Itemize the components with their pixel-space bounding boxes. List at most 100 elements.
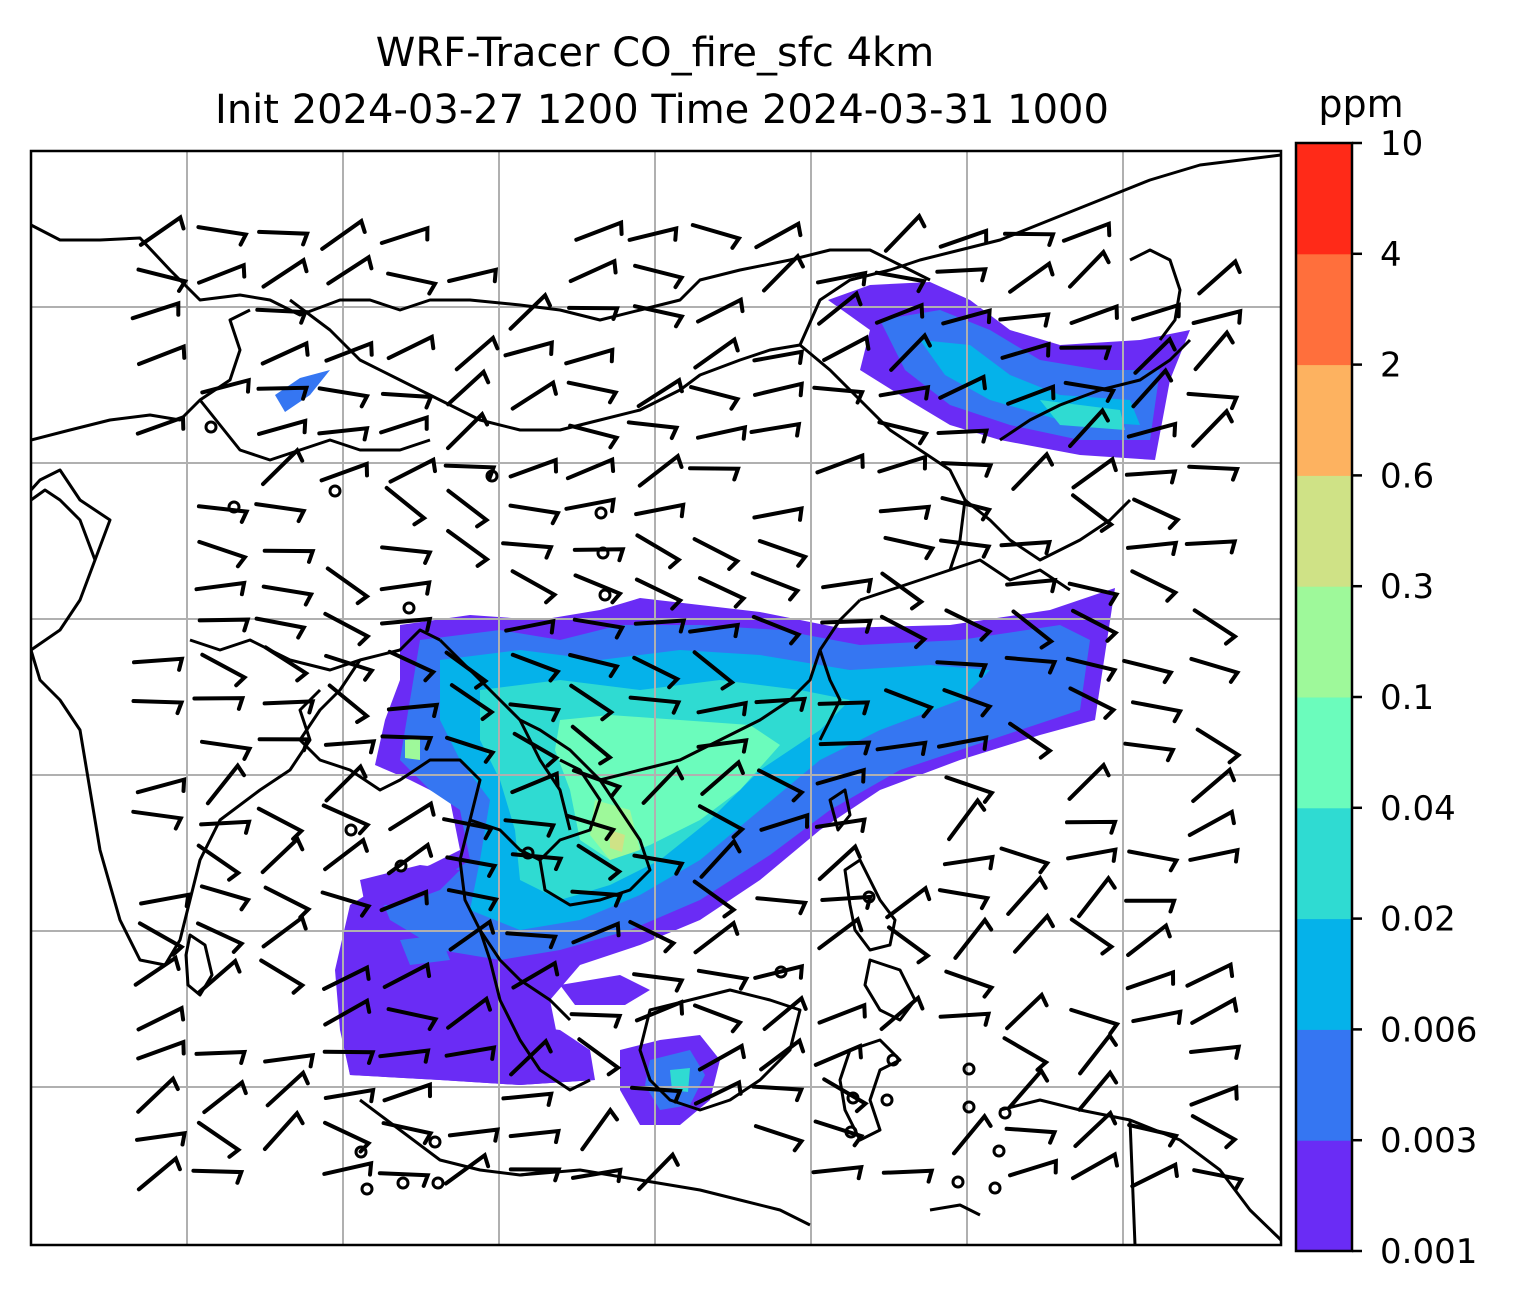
wind-barb [953,916,994,960]
wind-barb [568,258,618,284]
wind-barb [883,535,936,561]
wind-barb [632,655,681,690]
wind-barb [688,622,741,639]
wind-barb [637,1151,680,1192]
wind-barb [322,1049,376,1065]
wind-barb [1004,1126,1058,1145]
wind-barb [317,426,370,442]
wind-barb [324,340,374,363]
wind-barb [325,566,371,606]
wind-barb [757,768,806,803]
wind-barb [454,334,500,372]
wind-barb [131,699,185,716]
colorbar-band [1296,1029,1352,1141]
wind-barb [508,1128,561,1145]
wind-barb [564,347,615,366]
wind-barb [1071,456,1118,490]
wind-barb [510,379,558,411]
wind-barb [191,1168,245,1185]
wind-barb [1063,380,1117,403]
wind-barb [1192,608,1239,646]
wind-barb [137,343,187,366]
wind-barb [1191,407,1234,448]
wind-barb [820,894,873,910]
wind-barb [132,656,185,672]
wind-barb [1187,464,1240,482]
wind-barb [821,577,874,594]
wind-barb [693,336,740,370]
wind-barb [137,921,185,957]
wind-barb [881,1168,935,1184]
wind-barb [940,496,993,522]
wind-barb [505,931,558,950]
wind-barb [446,488,490,529]
wind-barb [386,841,434,876]
wind-barb [1068,248,1111,289]
wind-barb [317,386,371,409]
wind-barb [1126,540,1179,556]
wind-barb [261,447,305,487]
wind-barb [256,806,305,841]
wind-barb [261,257,309,289]
wind-barb [1002,1036,1050,1072]
wind-barb [1069,1007,1121,1036]
wind-barb [445,735,496,764]
wind-barb [1071,493,1115,533]
colorbar: ppm 0.001 0.003 0.006 0.02 0.04 0.1 0.3 0.6 2 4 10 [1294,82,1477,1272]
wind-barb [261,584,315,607]
wind-barb [323,611,372,647]
wind-barb [1124,898,1177,914]
wind-barb [1127,1123,1180,1148]
wind-barb [567,305,620,321]
wind-barb [382,1081,432,1103]
wind-barb [1191,766,1236,803]
wind-barb [952,1112,993,1156]
wind-barb [875,740,928,756]
wind-barb [572,547,626,563]
wind-barb [1127,849,1180,873]
wind-barb [449,683,496,721]
wind-barb [878,504,932,520]
wind-barb [753,381,804,398]
wind-barb [700,759,745,796]
wind-barb [1078,1032,1118,1076]
wind-barb [568,653,620,679]
wind-barb [632,853,685,876]
wind-barb [1059,345,1113,361]
wind-barb [260,835,305,875]
wind-barb [693,919,740,955]
wind-barb [880,571,925,611]
wind-barb [887,925,932,965]
wind-barb [688,466,741,482]
wind-barb [510,770,560,795]
wind-barb [692,650,736,691]
wind-barb [1068,686,1117,720]
wind-barb [386,702,440,718]
wind-barb [508,1167,562,1183]
wind-barb [378,1048,431,1064]
wind-barb [633,263,685,290]
colorbar-band [1296,807,1352,920]
wind-barb [1189,1044,1242,1060]
wind-barb [822,1077,869,1114]
wind-barb [197,539,249,569]
wind-barb [379,889,429,913]
wind-barb [947,797,987,842]
wind-barb [874,270,927,294]
wind-barb [820,618,873,634]
wind-barb [510,852,564,872]
wind-barb [1008,260,1055,294]
wind-barb [447,1127,500,1143]
wind-barb [1005,577,1058,594]
wind-barb [877,420,930,446]
wind-barb [1007,1067,1050,1110]
wind-barb [753,963,805,980]
wind-barb [1130,1161,1179,1189]
wind-barb [1126,421,1178,439]
wind-barb [874,302,925,325]
wind-barb [131,809,184,831]
wind-barb [257,229,310,247]
wind-barb [812,385,866,405]
wind-barb [324,763,368,803]
